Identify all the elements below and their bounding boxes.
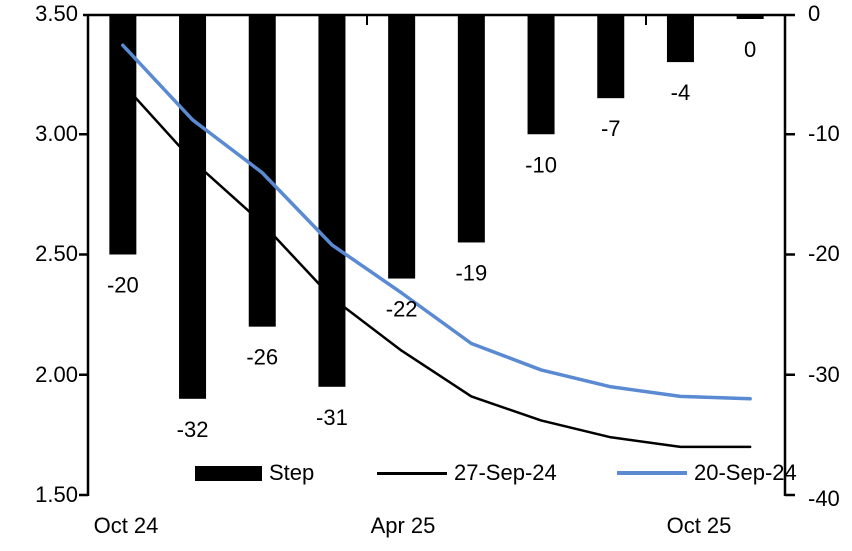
black-line-swatch	[377, 471, 447, 475]
bar-value-label: -31	[316, 405, 348, 430]
bar-data-labels: -20 -32 -26 -31 -22 -19 -10 -7 -4 0	[107, 37, 756, 442]
legend-label-27-sep-24: 27-Sep-24	[454, 460, 557, 485]
right-axis-tick-label: 0	[808, 1, 821, 26]
left-axis-tick-label: 2.50	[35, 241, 78, 266]
legend-item-27-sep-24: 27-Sep-24	[377, 459, 557, 487]
step-bar	[248, 14, 276, 327]
step-bar	[457, 14, 485, 243]
left-axis-tick-label: 3.50	[35, 1, 78, 26]
curve-20-sep-24	[121, 43, 752, 401]
legend-label-step: Step	[269, 460, 315, 485]
right-axis-tick-label: -30	[808, 362, 840, 387]
step-bars	[109, 14, 764, 399]
blue-line-swatch	[617, 471, 687, 475]
curve-27-sep-24	[121, 82, 752, 449]
top-axis-ticks	[366, 15, 647, 25]
bar-value-label: 0	[744, 37, 756, 62]
right-axis-tick-label: -10	[808, 121, 840, 146]
legend-label-20-sep-24: 20-Sep-24	[694, 460, 797, 485]
right-axis-ticks	[785, 133, 795, 497]
step-bar	[597, 14, 625, 99]
left-axis-tick-label: 1.50	[35, 482, 78, 507]
right-axis-tick-label: -20	[808, 241, 840, 266]
step-bar	[388, 14, 416, 279]
x-axis-label-oct25: Oct 25	[666, 513, 732, 538]
legend-item-step: Step	[195, 459, 314, 487]
legend-item-20-sep-24: 20-Sep-24	[617, 459, 797, 487]
bar-value-label: -20	[107, 273, 139, 298]
bar-value-label: -26	[246, 345, 278, 370]
step-bar	[527, 14, 555, 135]
step-bar-swatch	[195, 465, 262, 481]
step-bar	[736, 14, 764, 19]
step-bar	[179, 14, 207, 399]
bar-value-label: -10	[525, 152, 557, 177]
forward-curves	[121, 43, 752, 449]
left-axis-ticks	[79, 133, 88, 497]
left-axis-tick-label: 2.00	[35, 362, 78, 387]
right-axis-tick-label: -40	[808, 486, 840, 511]
step-bar	[666, 14, 694, 63]
bar-value-label: -4	[671, 80, 691, 105]
step-bar	[109, 14, 137, 255]
bar-value-label: -22	[386, 297, 418, 322]
left-axis-tick-label: 3.00	[35, 121, 78, 146]
bar-value-label: -19	[455, 260, 487, 285]
bar-value-label: -7	[601, 116, 621, 141]
x-axis-label-apr25: Apr 25	[370, 513, 436, 538]
step-bar	[318, 14, 346, 387]
bar-value-label: -32	[177, 417, 209, 442]
x-axis-label-oct24: Oct 24	[93, 513, 159, 538]
